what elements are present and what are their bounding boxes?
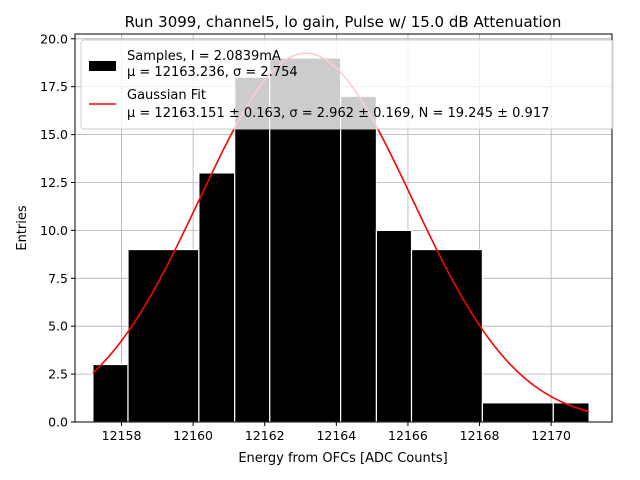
x-tick-label-3: 12164 (316, 428, 356, 443)
legend-fit-line2: μ = 12163.151 ± 0.163, σ = 2.962 ± 0.169… (127, 106, 549, 121)
y-tick-label-5: 12.5 (40, 175, 68, 190)
legend: Samples, I = 2.0839mA μ = 12163.236, σ =… (80, 39, 614, 130)
y-tick-label-1: 2.5 (48, 367, 68, 382)
y-tick-label-3: 7.5 (48, 271, 68, 286)
y-tick-label-8: 20.0 (40, 31, 68, 46)
histogram-bar-5 (340, 95, 378, 423)
legend-samples-swatch (89, 61, 116, 71)
y-tick-label-0: 0.0 (48, 415, 68, 430)
y-axis-ticks: 0.0 2.5 5.0 7.5 10.0 12.5 15.0 17.5 20.0 (40, 31, 75, 430)
y-tick-label-2: 5.0 (48, 319, 68, 334)
plot-frame (74, 33, 613, 423)
histogram-bar-1 (127, 248, 200, 423)
histogram-bar-7 (410, 248, 484, 423)
x-tick-label-2: 12162 (245, 428, 285, 443)
histogram-bar-6 (375, 229, 413, 423)
x-tick-label-5: 12168 (460, 428, 500, 443)
y-tick-label-6: 15.0 (40, 127, 68, 142)
x-tick-label-0: 12158 (102, 428, 142, 443)
legend-frame (80, 39, 614, 130)
legend-fit-line1: Gaussian Fit (127, 88, 206, 103)
legend-samples-line2: μ = 12163.236, σ = 2.754 (127, 65, 298, 80)
chart-title: Run 3099, channel5, lo gain, Pulse w/ 15… (125, 13, 562, 31)
x-tick-label-1: 12160 (173, 428, 213, 443)
y-axis-label: Entries (15, 205, 30, 251)
x-axis-ticks: 12158 12160 12162 12164 12166 12168 12170 (102, 422, 571, 443)
histogram-bar-0 (92, 363, 129, 423)
y-tick-label-4: 10.0 (40, 223, 68, 238)
x-axis-label: Energy from OFCs [ADC Counts] (238, 451, 447, 466)
x-tick-label-6: 12170 (531, 428, 571, 443)
histogram-bar-8 (481, 402, 554, 423)
histogram-bar-2 (198, 172, 236, 423)
legend-samples-line1: Samples, I = 2.0839mA (127, 49, 281, 64)
y-tick-label-7: 17.5 (40, 79, 68, 94)
x-tick-label-4: 12166 (388, 428, 428, 443)
